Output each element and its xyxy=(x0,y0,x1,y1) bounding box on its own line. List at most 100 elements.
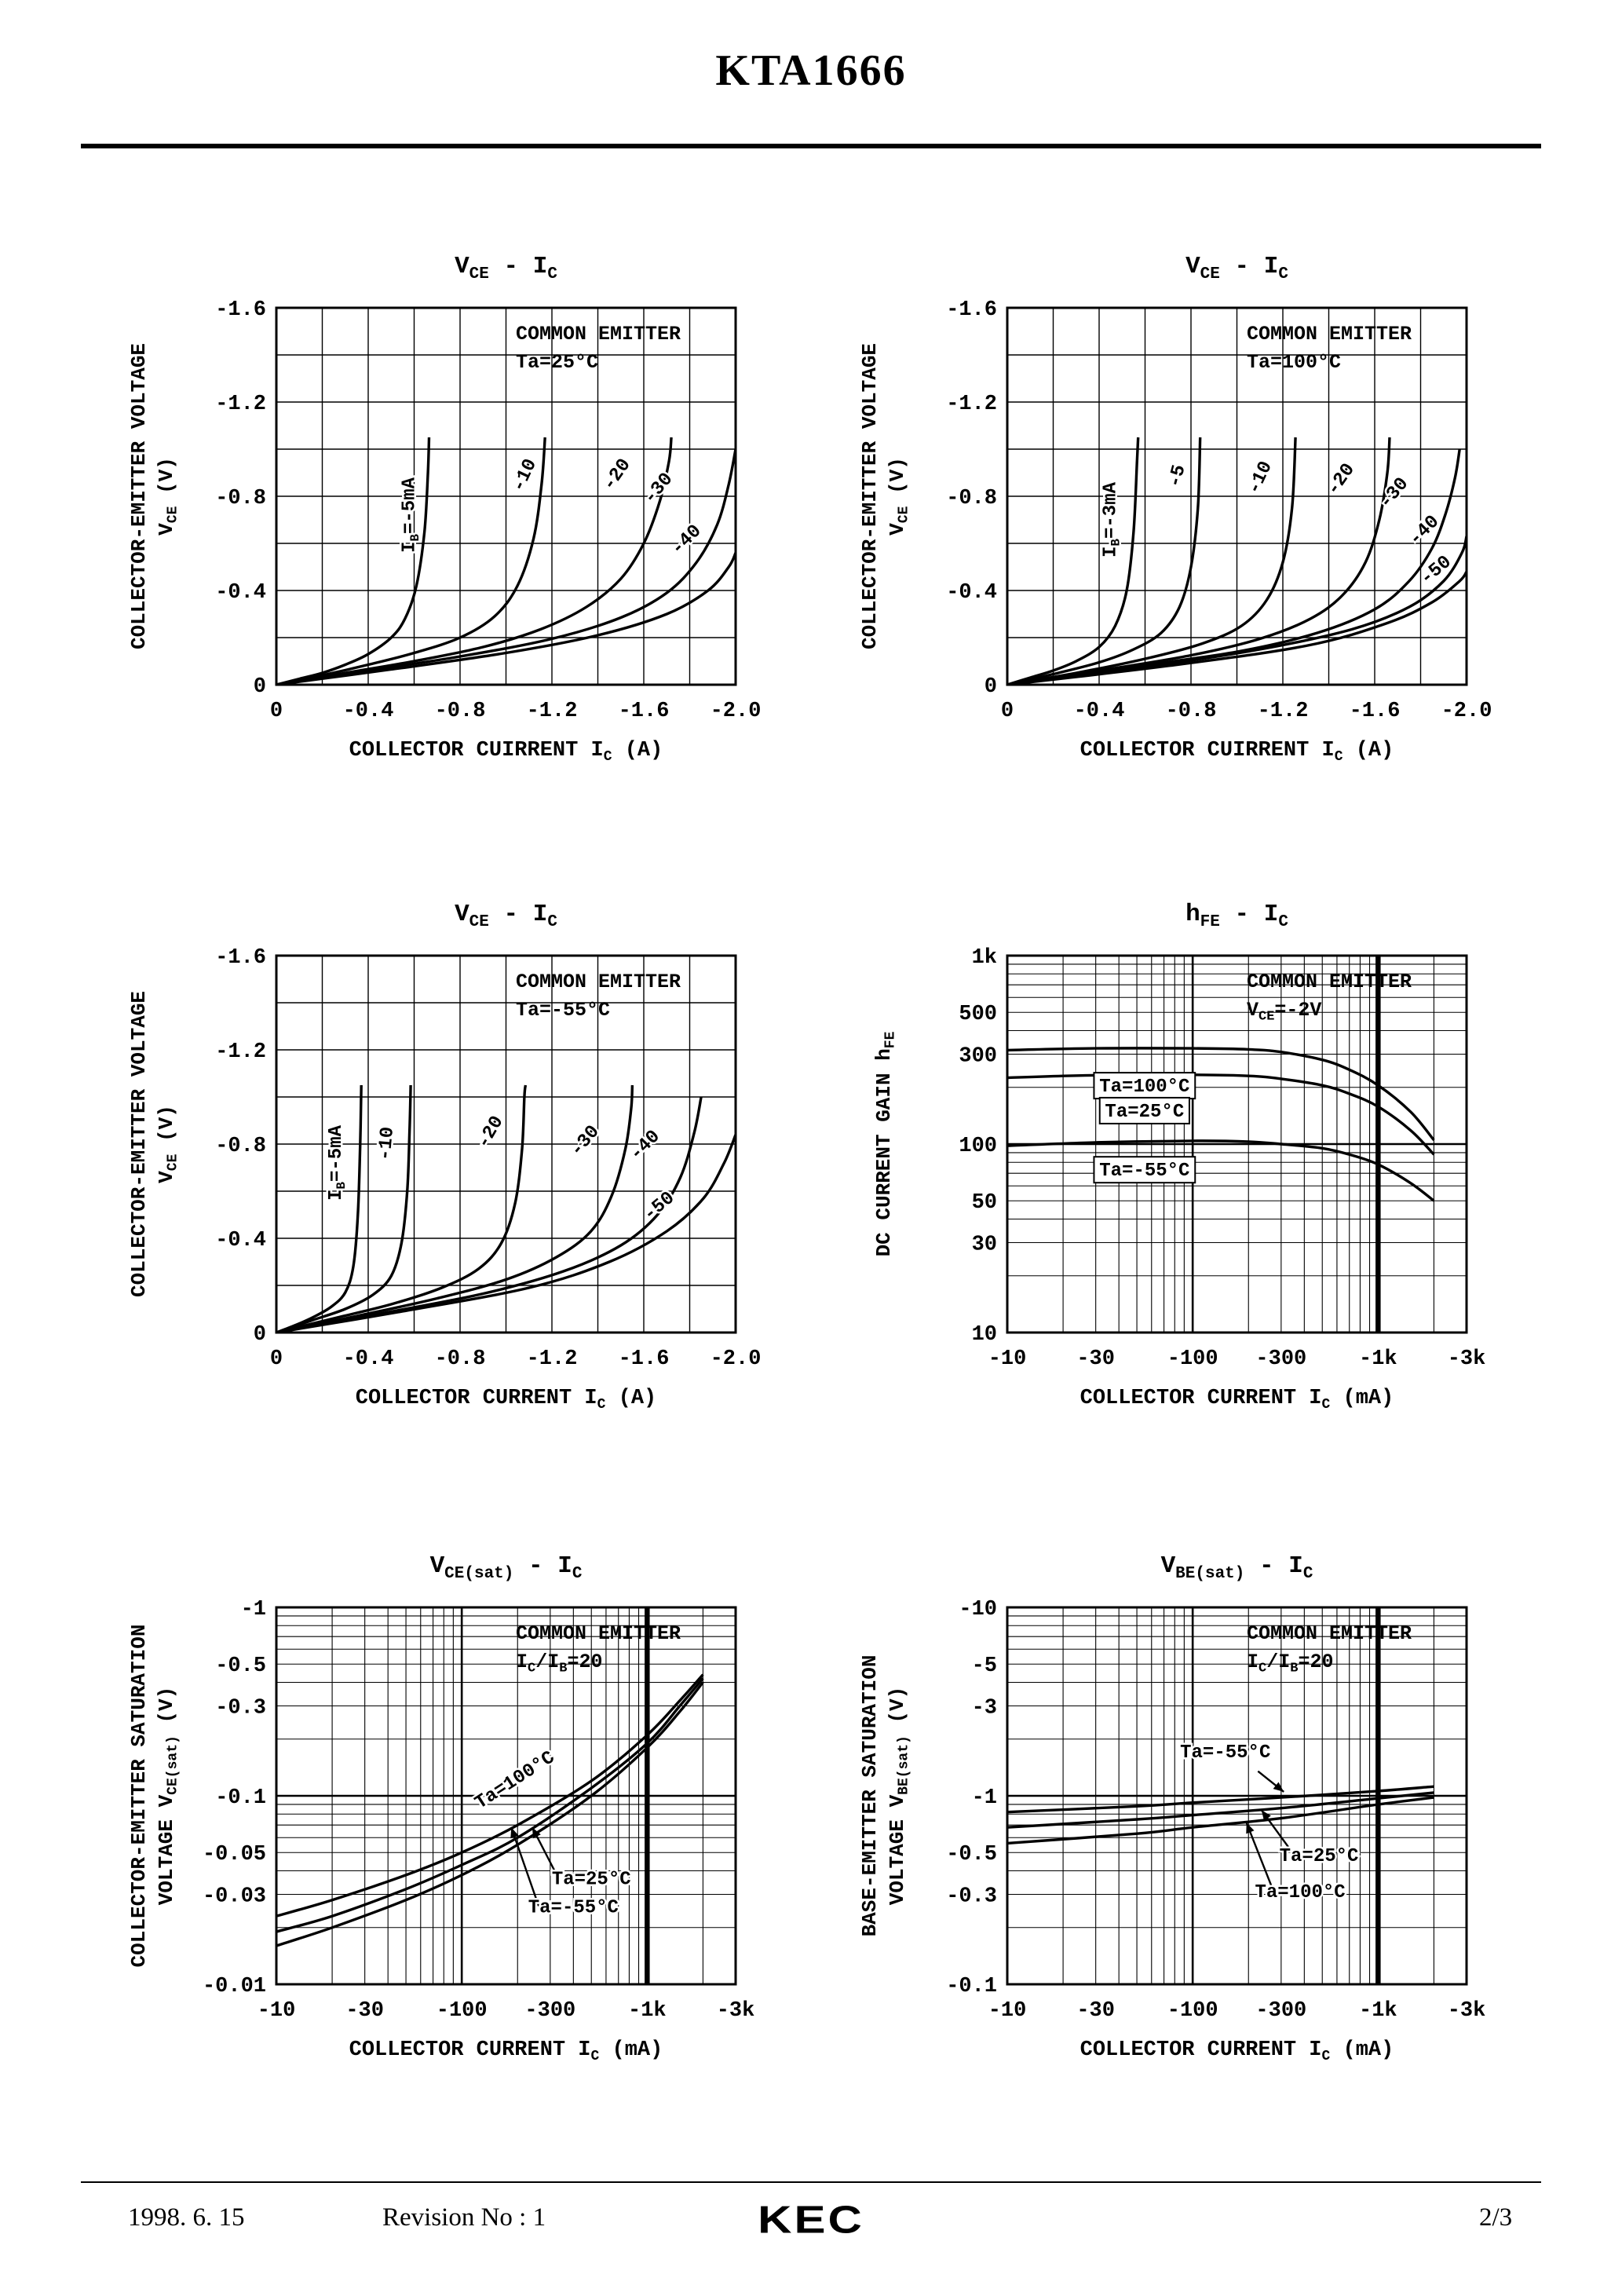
x-tick-label: -100 xyxy=(1167,1999,1218,2023)
curves xyxy=(276,1084,736,1333)
chart-title: VBE(sat) - IC xyxy=(1161,1552,1313,1583)
x-tick-label: 0 xyxy=(270,1347,283,1371)
curve-label-box xyxy=(1093,1156,1196,1184)
x-tick-label: -1.6 xyxy=(1350,700,1401,723)
y-tick-label: -0.1 xyxy=(215,1786,266,1810)
y-axis-label: VCE (V) xyxy=(155,1105,181,1183)
y-tick-label: -0.4 xyxy=(946,581,997,605)
grid xyxy=(276,956,736,1333)
curve-IB=-20mA xyxy=(276,1084,528,1333)
y-tick-label: -0.8 xyxy=(946,487,997,510)
y-tick-label: -0.1 xyxy=(946,1975,997,1998)
y-tick-label: -0.5 xyxy=(946,1843,997,1866)
chart-canvas-vce-ic-ta-55: 0 -0.4 -0.8 -1.2 -1.6 -2.0 0 -0.4 -0.8 -1.2 -1.6 VC… xyxy=(127,901,761,1413)
y-axis-label: VOLTAGE VCE(sat) (V) xyxy=(155,1687,181,1905)
x-tick-label: -30 xyxy=(1076,1999,1115,2023)
curve-label: -20 xyxy=(473,1113,509,1153)
x-axis-label: COLLECTOR CURRENT IC (A) xyxy=(356,1387,656,1413)
curve-IB=-50mA xyxy=(276,1134,736,1333)
x-tick-label: -100 xyxy=(1167,1347,1218,1371)
y-axis-label: DC CURRENT GAIN hFE xyxy=(872,1031,899,1256)
y-tick-label: 50 xyxy=(972,1191,997,1215)
curve-label: -20 xyxy=(599,455,636,495)
y-axis-label: VCE (V) xyxy=(155,457,181,536)
y-tick-label: 300 xyxy=(959,1044,997,1068)
curve-Ta=-55°C xyxy=(276,1673,704,1918)
curve-label: IB=-3mA xyxy=(1100,481,1123,558)
x-tick-label: 0 xyxy=(270,700,283,723)
x-tick-label: -2.0 xyxy=(1441,700,1492,723)
curve-label: -40 xyxy=(1405,511,1445,550)
y-tick-label: -1 xyxy=(241,1598,266,1621)
curve-Ta=-55°C xyxy=(1006,1785,1434,1814)
y-tick-label: -0.4 xyxy=(215,581,266,605)
footer-date: 1998. 6. 15 xyxy=(128,2203,245,2232)
curve-label: Ta=-55°C xyxy=(1099,1161,1189,1182)
x-tick-label: -1.2 xyxy=(527,700,578,723)
curve-label: Ta=-55°C xyxy=(528,1898,619,1919)
curves xyxy=(1006,437,1467,686)
y-tick-label: -0.8 xyxy=(215,487,266,510)
chart-canvas-vce-ic-ta100: 0 -0.4 -0.8 -1.2 -1.6 -2.0 0 -0.4 -0.8 -1.2 -1.6 VC… xyxy=(858,253,1492,765)
x-tick-label: -300 xyxy=(524,1999,575,2023)
curve-Ta=100°C xyxy=(1006,1047,1435,1141)
y-axis-label: BASE-EMITTER SATURATION xyxy=(858,1655,882,1937)
y-tick-label: -1.2 xyxy=(215,393,266,416)
x-tick-label: -1k xyxy=(628,1999,667,2023)
annotation: Ta=-55°C xyxy=(516,999,610,1022)
curve-label: Ta=100°C xyxy=(1255,1882,1345,1903)
annotation: Ta=25°C xyxy=(516,351,598,374)
x-axis-label: COLLECTOR CURRENT IC (mA) xyxy=(1080,1387,1394,1413)
curve-label: -30 xyxy=(566,1121,604,1161)
y-tick-label: -0.5 xyxy=(215,1654,266,1678)
x-tick-label: -1.2 xyxy=(527,1347,578,1371)
chart-canvas-vbesat-ic: -10 -30 -100 -300 -1k -3k -10 -5 -3 -1 -0.5 -0.3 -0.… xyxy=(858,1552,1485,2064)
y-tick-label: 1k xyxy=(972,946,997,970)
plot-border xyxy=(1006,1606,1468,1986)
x-tick-label: -300 xyxy=(1255,1999,1306,2023)
x-axis-label: COLLECTOR CURRENT IC (mA) xyxy=(349,2038,663,2064)
x-tick-label: -2.0 xyxy=(711,700,762,723)
x-tick-label: -0.4 xyxy=(343,1347,394,1371)
curve-IB=-10mA xyxy=(1006,437,1297,686)
document-title: KTA1666 xyxy=(715,46,907,95)
x-tick-label: -1.6 xyxy=(619,700,670,723)
label-arrow xyxy=(1260,1809,1294,1853)
y-tick-label: 0 xyxy=(254,675,266,699)
curve-Ta=-55°C xyxy=(1006,1139,1435,1202)
annotation: IC/IB=20 xyxy=(516,1651,602,1676)
title-rule xyxy=(81,144,1541,148)
curve-IB=-50mA xyxy=(1006,570,1467,686)
label-arrow xyxy=(1257,1770,1284,1793)
curve-IB=-40mA xyxy=(276,552,736,686)
grid xyxy=(1007,1607,1467,1984)
y-tick-label: -1.6 xyxy=(215,298,266,322)
y-tick-label: 0 xyxy=(254,1323,266,1347)
y-tick-label: 10 xyxy=(972,1323,997,1347)
curve-IB=-40mA xyxy=(1006,536,1467,686)
x-tick-label: -1k xyxy=(1359,1999,1397,2023)
y-tick-label: 100 xyxy=(959,1135,997,1158)
grid xyxy=(276,308,736,685)
y-tick-label: -3 xyxy=(972,1696,997,1720)
annotation: COMMON EMITTER xyxy=(516,1622,681,1645)
y-tick-label: -0.3 xyxy=(946,1885,997,1908)
label-arrow xyxy=(531,1826,559,1878)
chart-vce-ic-ta-55: 0 -0.4 -0.8 -1.2 -1.6 -2.0 0 -0.4 -0.8 -1.2 -1.6 VC… xyxy=(94,879,801,1429)
curve-IB=-30mA xyxy=(1006,448,1461,686)
chart-title: VCE(sat) - IC xyxy=(430,1552,583,1583)
annotation: IC/IB=20 xyxy=(1247,1651,1333,1676)
annotation: COMMON EMITTER xyxy=(1247,323,1412,345)
chart-vcesat-ic: -10 -30 -100 -300 -1k -3k -1 -0.5 -0.3 -0.1 -0.05 -… xyxy=(94,1531,801,2081)
chart-vce-ic-ta100: 0 -0.4 -0.8 -1.2 -1.6 -2.0 0 -0.4 -0.8 -1.2 -1.6 VC… xyxy=(825,232,1532,781)
chart-vce-ic-ta25: 0 -0.4 -0.8 -1.2 -1.6 -2.0 0 -0.4 -0.8 -1.2 -1.6 VC… xyxy=(94,232,801,781)
curve-label: Ta=25°C xyxy=(552,1869,631,1890)
curve-Ta=25°C xyxy=(1006,1791,1434,1829)
curve-label: -30 xyxy=(640,469,678,508)
x-tick-label: -300 xyxy=(1255,1347,1306,1371)
annotation: COMMON EMITTER xyxy=(516,323,681,345)
x-tick-label: -1.2 xyxy=(1258,700,1309,723)
chart-hfe-ic: -10 -30 -100 -300 -1k -3k 10 30 50 100 300 500 1k hFE… xyxy=(825,879,1532,1429)
y-axis-label: VOLTAGE VBE(sat) (V) xyxy=(886,1687,912,1905)
